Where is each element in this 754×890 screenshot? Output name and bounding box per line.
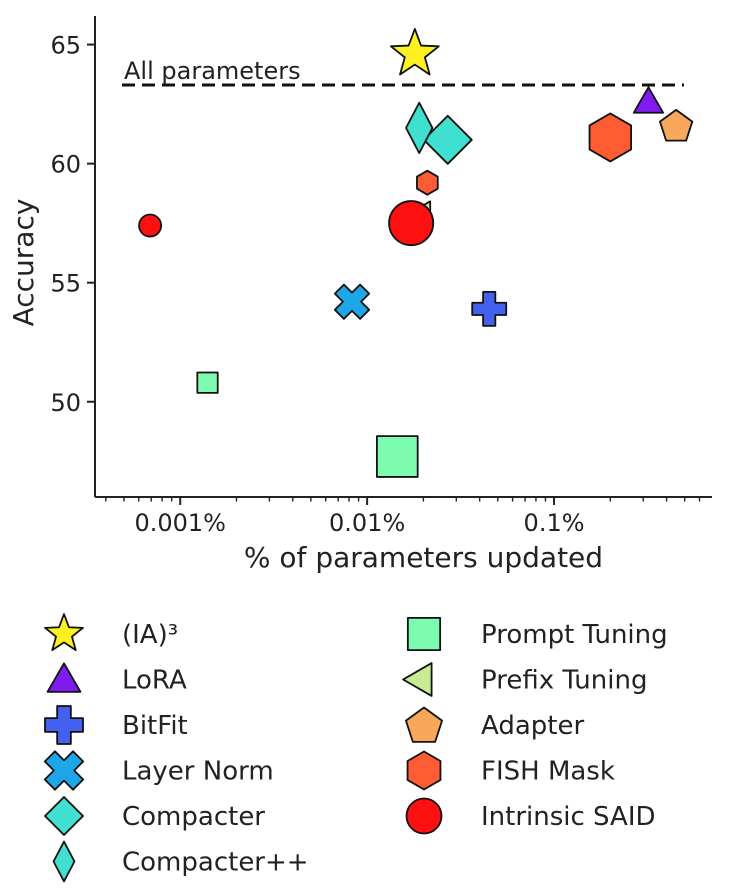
point-lora — [632, 86, 665, 114]
point-intrinsic-said — [388, 200, 435, 247]
legend-label-adapter: Adapter — [481, 711, 584, 741]
legend-marker-ia — [44, 613, 84, 652]
legend-label-ia: (IA)³ — [122, 620, 178, 650]
point-adapter — [659, 108, 694, 142]
y-axis-title: Accuracy — [7, 199, 40, 327]
legend-label-compacter: Compacter — [122, 802, 265, 832]
y-tick-label: 65 — [50, 32, 81, 60]
point-ia — [389, 27, 440, 76]
legend-label-bitfit: BitFit — [122, 711, 188, 741]
x-axis-title: % of parameters updated — [244, 541, 603, 574]
legend-label-lora: LoRA — [122, 666, 187, 696]
legend-marker-adapter — [405, 706, 443, 743]
legend-label-fish-mask: FISH Mask — [481, 757, 615, 787]
legend: (IA)³ LoRA BitFit Layer Norm Compacter Compac… — [43, 613, 668, 883]
x-tick-label: 0.001% — [134, 509, 226, 537]
legend-marker-compacter — [44, 796, 84, 836]
point-compacter — [422, 114, 473, 165]
point-intrinsic-said — [138, 213, 163, 238]
legend-label-compacter: Compacter++ — [122, 848, 309, 878]
y-tick-label: 55 — [50, 270, 81, 298]
y-tick-label: 60 — [50, 151, 81, 179]
point-compacter — [405, 101, 434, 155]
point-prompt-tuning — [196, 371, 219, 394]
legend-marker-layer-norm — [43, 750, 85, 791]
legend-marker-bitfit — [44, 705, 84, 745]
legend-marker-intrinsic-said — [405, 797, 443, 835]
legend-marker-prefix-tuning — [402, 662, 433, 697]
point-fish-mask — [588, 112, 632, 163]
legend-marker-prompt-tuning — [406, 616, 442, 652]
y-tick-label: 50 — [50, 389, 81, 417]
legend-marker-compacter — [52, 840, 76, 883]
reference-line-group: All parameters — [122, 57, 684, 87]
point-bitfit — [471, 290, 508, 327]
point-layer-norm — [333, 283, 371, 320]
data-points — [138, 27, 694, 478]
legend-marker-fish-mask — [406, 750, 442, 791]
x-tick-label: 0.1% — [524, 509, 585, 537]
reference-line-label: All parameters — [124, 57, 301, 85]
legend-label-prefix-tuning: Prefix Tuning — [481, 666, 647, 696]
legend-label-layer-norm: Layer Norm — [122, 757, 274, 787]
point-fish-mask — [416, 169, 439, 196]
point-prompt-tuning — [375, 435, 419, 478]
legend-marker-lora — [46, 662, 82, 693]
x-tick-label: 0.01% — [329, 509, 405, 537]
legend-label-prompt-tuning: Prompt Tuning — [481, 620, 668, 650]
legend-label-intrinsic-said: Intrinsic SAID — [481, 802, 656, 832]
axes: 50 55 60 65 0.001% 0.01% 0.1% — [50, 16, 712, 537]
